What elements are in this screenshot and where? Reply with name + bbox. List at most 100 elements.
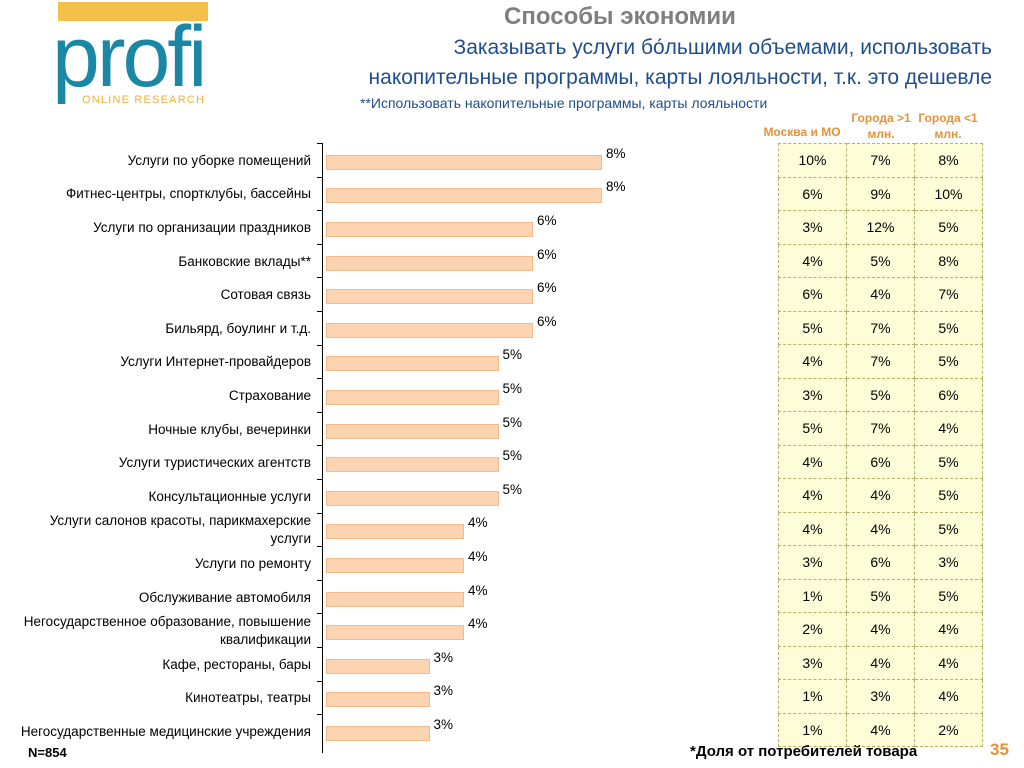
- axis-tick: [317, 680, 322, 682]
- table-cell: 4%: [778, 478, 847, 513]
- slide-title: Способы экономии: [504, 3, 736, 30]
- table-cell: 4%: [778, 444, 847, 479]
- category-label: Услуги по ремонту: [194, 556, 311, 571]
- axis-tick: [317, 613, 322, 615]
- table-cell: 4%: [846, 478, 915, 513]
- table-cell: 5%: [914, 344, 983, 379]
- table-row: 6% 4% 7%: [778, 277, 983, 312]
- category-label: Негосударственные медицинские учреждения: [20, 724, 311, 739]
- table-row: 3% 6% 3%: [778, 545, 983, 580]
- table-cell: 5%: [846, 578, 915, 613]
- category-label: Услуги туристических агентств: [118, 455, 311, 471]
- category-label: Негосударственное образование, повышение…: [23, 614, 311, 648]
- table-cell: 4%: [914, 411, 983, 446]
- axis-tick: [317, 176, 322, 178]
- table-cell: 7%: [914, 277, 983, 312]
- category-label: Банковские вклады**: [178, 253, 311, 269]
- table-cell: 7%: [846, 143, 915, 178]
- table-row: 4% 4% 5%: [778, 511, 983, 546]
- axis-tick: [317, 445, 322, 447]
- table-row: 3% 4% 4%: [778, 645, 983, 680]
- table-cell: 5%: [914, 511, 983, 546]
- bar: [326, 289, 533, 305]
- bar: [326, 222, 533, 237]
- table-row: 4% 5% 8%: [778, 243, 983, 278]
- axis-tick: [317, 579, 322, 581]
- table-cell: 7%: [846, 344, 915, 379]
- logo-word: profi: [52, 9, 207, 105]
- table-cell: 7%: [846, 411, 915, 446]
- category-label: Консультационные услуги: [148, 488, 311, 504]
- table-cell: 5%: [778, 310, 847, 345]
- table-row: 4% 4% 5%: [778, 478, 983, 513]
- table-cell: 8%: [914, 143, 983, 178]
- table-cell: 6%: [778, 277, 847, 312]
- table-cell: 2%: [914, 712, 983, 747]
- bar: [326, 423, 499, 439]
- table-row: 2% 4% 4%: [778, 612, 983, 647]
- page-number: 35: [990, 740, 1009, 759]
- bar-value-label: 6%: [537, 313, 557, 329]
- bar-value-label: 5%: [502, 414, 523, 430]
- category-label: Услуги салонов красоты, парикмахерские у…: [49, 513, 311, 547]
- bar: [326, 658, 430, 674]
- axis-tick: [317, 210, 322, 212]
- slide-subtitle: Заказывать услуги бо́льшими объемами, ис…: [192, 33, 992, 93]
- table-cell: 3%: [778, 545, 847, 580]
- category-label: Обслуживание автомобиля: [138, 589, 311, 605]
- bar: [326, 390, 499, 405]
- table-cell: 12%: [846, 210, 915, 245]
- category-label: Сотовая связь: [220, 287, 311, 303]
- column-header-cities-under-1m: Города <1 млн.: [918, 111, 978, 141]
- axis-tick: [317, 411, 322, 413]
- table-cell: 2%: [778, 612, 847, 647]
- bar-value-label: 5%: [502, 448, 523, 464]
- logo-subtitle: ONLINE RESEARCH: [82, 94, 206, 106]
- bar-value-label: 3%: [433, 683, 454, 699]
- table-cell: 3%: [914, 545, 983, 580]
- table-row: 10% 7% 8%: [778, 143, 983, 178]
- table-cell: 9%: [846, 176, 915, 211]
- category-label: Бильярд, боулинг и т.д.: [165, 320, 311, 336]
- table-cell: 3%: [778, 377, 847, 412]
- category-label: Страхование: [228, 388, 311, 403]
- axis-tick: [317, 243, 322, 245]
- bar: [326, 255, 533, 271]
- bar: [326, 591, 464, 607]
- bar: [326, 692, 430, 708]
- table-cell: 4%: [778, 344, 847, 379]
- y-axis: [322, 143, 323, 753]
- table-cell: 3%: [778, 210, 847, 245]
- logo-bar: [58, 2, 208, 21]
- table-cell: 5%: [846, 243, 915, 278]
- table-row: 4% 6% 5%: [778, 444, 983, 479]
- table-cell: 7%: [846, 310, 915, 345]
- category-label: Услуги по организации праздников: [93, 220, 311, 235]
- regional-table: 10% 7% 8% 6% 9% 10% 3% 12% 5% 4% 5% 8% 6% 4% 7% 5% 7% 5% 4…: [778, 143, 983, 747]
- table-row: 1% 3% 4%: [778, 679, 983, 714]
- axis-tick: [317, 479, 322, 480]
- table-cell: 4%: [846, 712, 915, 747]
- bar-value-label: 6%: [537, 213, 557, 228]
- axis-tick: [317, 714, 322, 716]
- table-row: 5% 7% 5%: [778, 310, 983, 345]
- table-cell: 4%: [914, 612, 983, 647]
- subtitle-line-1: Заказывать услуги бо́льшими объемами, ис…: [453, 36, 992, 59]
- bar-value-label: 6%: [537, 280, 557, 296]
- table-cell: 6%: [846, 444, 915, 479]
- axis-tick: [317, 311, 322, 312]
- table-cell: 10%: [914, 176, 983, 211]
- bar: [326, 726, 430, 741]
- bar: [326, 356, 499, 372]
- table-cell: 5%: [846, 377, 915, 412]
- table-cell: 10%: [778, 143, 847, 178]
- bar-value-label: 4%: [468, 616, 488, 632]
- table-cell: 1%: [778, 679, 847, 714]
- table-row: 6% 9% 10%: [778, 176, 983, 211]
- bar-value-label: 5%: [502, 347, 523, 363]
- table-cell: 4%: [846, 277, 915, 312]
- axis-tick: [317, 378, 322, 380]
- table-cell: 8%: [914, 243, 983, 278]
- axis-tick: [317, 277, 322, 279]
- table-cell: 1%: [778, 712, 847, 747]
